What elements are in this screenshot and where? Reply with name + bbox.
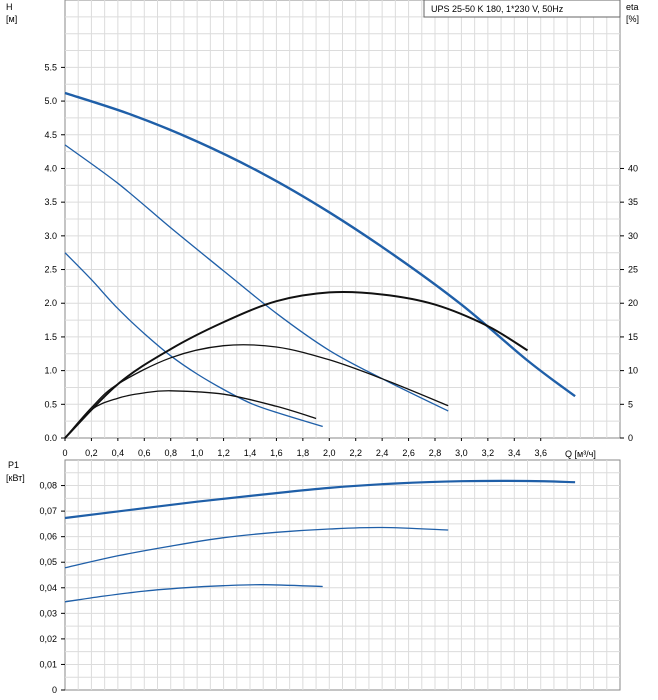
head-tick-label: 4.5 xyxy=(44,130,57,140)
power-tick-label: 0,01 xyxy=(39,659,57,669)
eta-tick-label: 15 xyxy=(628,332,638,342)
eta-tick-label: 40 xyxy=(628,163,638,173)
tick-labels: 0 0,2 0,4 0,6 0,8 1,0 1,2 1,4 1,6 1,8 2,0 2,2 2,4 2,6… xyxy=(39,62,638,695)
curves xyxy=(64,91,576,603)
eta-tick-label: 0 xyxy=(628,433,633,443)
eta-tick-label: 10 xyxy=(628,366,638,376)
head-curve-3 xyxy=(64,252,323,428)
q-tick-label: 2,0 xyxy=(323,448,336,458)
power-curve-1 xyxy=(64,479,576,520)
q-tick-label: 1,6 xyxy=(270,448,283,458)
q-tick-label: 0,8 xyxy=(164,448,177,458)
eta-curve-3 xyxy=(64,390,317,439)
eta-axis-unit: [%] xyxy=(626,14,639,24)
power-chart-grid xyxy=(64,459,621,691)
q-tick-label: 2,2 xyxy=(349,448,362,458)
eta-tick-label: 5 xyxy=(628,399,633,409)
q-tick-label: 1,4 xyxy=(244,448,257,458)
power-curve-3 xyxy=(64,584,323,603)
q-axis-title: Q [м³/ч] xyxy=(565,449,596,459)
q-tick-label: 3,0 xyxy=(455,448,468,458)
head-tick-label: 3.0 xyxy=(44,231,57,241)
power-tick-label: 0,07 xyxy=(39,506,57,516)
head-chart-grid xyxy=(64,0,621,439)
q-tick-label: 0 xyxy=(62,448,67,458)
power-tick-label: 0,08 xyxy=(39,481,57,491)
head-tick-label: 5.0 xyxy=(44,96,57,106)
q-tick-label: 2,6 xyxy=(402,448,415,458)
power-tick-label: 0 xyxy=(52,685,57,695)
q-tick-label: 2,4 xyxy=(376,448,389,458)
power-tick-label: 0,05 xyxy=(39,557,57,567)
q-tick-label: 3,6 xyxy=(534,448,547,458)
q-tick-label: 0,6 xyxy=(138,448,151,458)
head-curve-1 xyxy=(64,91,576,398)
power-curve-2 xyxy=(64,526,449,569)
head-tick-label: 0.0 xyxy=(44,433,57,443)
power-axis-unit: [кВт] xyxy=(6,473,25,483)
q-tick-label: 1,2 xyxy=(217,448,230,458)
q-tick-label: 1,8 xyxy=(297,448,310,458)
eta-tick-label: 35 xyxy=(628,197,638,207)
head-tick-label: 4.0 xyxy=(44,163,57,173)
power-axis-title-p: P1 xyxy=(8,460,19,470)
head-tick-label: 0.5 xyxy=(44,399,57,409)
q-tick-label: 0,4 xyxy=(112,448,125,458)
power-tick-label: 0,06 xyxy=(39,532,57,542)
eta-curve-1 xyxy=(64,290,529,439)
head-axis-title-h: H xyxy=(6,2,13,12)
power-tick-label: 0,04 xyxy=(39,583,57,593)
q-tick-label: 1,0 xyxy=(191,448,204,458)
head-tick-label: 1.0 xyxy=(44,366,57,376)
eta-tick-label: 25 xyxy=(628,265,638,275)
eta-curve-2 xyxy=(64,344,449,439)
chart-title: UPS 25-50 K 180, 1*230 V, 50Hz xyxy=(431,4,564,14)
q-tick-label: 2,8 xyxy=(429,448,442,458)
title-box: UPS 25-50 K 180, 1*230 V, 50Hz xyxy=(423,0,621,18)
eta-axis-title: eta xyxy=(626,2,639,12)
q-tick-label: 3,4 xyxy=(508,448,521,458)
q-tick-label: 0,2 xyxy=(85,448,98,458)
head-tick-label: 5.5 xyxy=(44,62,57,72)
q-tick-label: 3,2 xyxy=(482,448,495,458)
head-tick-label: 2.0 xyxy=(44,298,57,308)
power-tick-label: 0,02 xyxy=(39,634,57,644)
eta-tick-label: 30 xyxy=(628,231,638,241)
eta-tick-label: 20 xyxy=(628,298,638,308)
head-tick-label: 2.5 xyxy=(44,265,57,275)
power-tick-label: 0,03 xyxy=(39,608,57,618)
head-axis-unit: [м] xyxy=(6,14,17,24)
head-tick-label: 3.5 xyxy=(44,197,57,207)
head-tick-label: 1.5 xyxy=(44,332,57,342)
